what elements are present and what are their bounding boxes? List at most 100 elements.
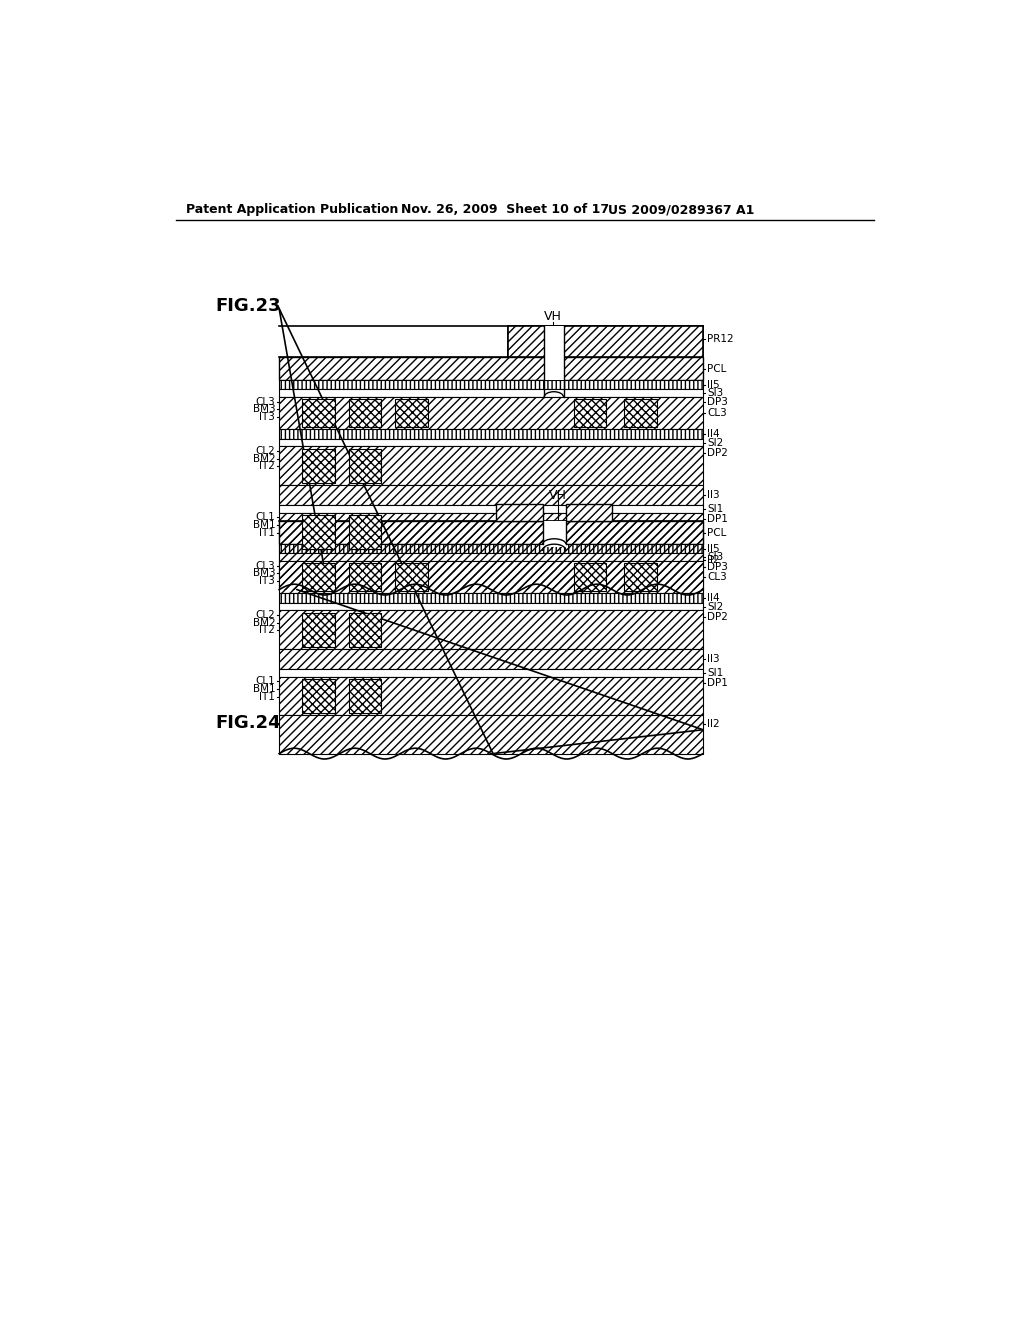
Bar — [349, 515, 381, 549]
Bar — [544, 326, 563, 380]
Text: SI3: SI3 — [707, 388, 723, 399]
Text: II4: II4 — [707, 593, 720, 603]
Text: DP2: DP2 — [707, 611, 728, 622]
Bar — [349, 564, 381, 591]
Text: FIG.24: FIG.24 — [216, 714, 282, 731]
Bar — [349, 400, 381, 428]
Text: SI1: SI1 — [707, 504, 723, 513]
Bar — [280, 438, 703, 446]
Bar — [280, 715, 703, 754]
Text: IT3: IT3 — [259, 412, 275, 422]
Text: IT3: IT3 — [259, 576, 275, 586]
Text: IT2: IT2 — [259, 462, 275, 471]
Bar — [302, 678, 335, 713]
Bar — [395, 400, 428, 428]
Text: PCL: PCL — [707, 528, 726, 537]
Bar — [624, 564, 656, 591]
Bar — [496, 504, 543, 521]
Bar — [302, 400, 335, 428]
Bar — [302, 515, 335, 549]
Bar — [302, 449, 335, 483]
Bar — [280, 610, 703, 649]
Text: BM1: BM1 — [253, 520, 275, 529]
Text: CL2: CL2 — [256, 446, 275, 455]
Bar — [280, 561, 703, 594]
Bar — [349, 400, 381, 428]
Bar — [280, 380, 703, 389]
Bar — [280, 380, 703, 389]
Bar — [280, 484, 703, 506]
Bar — [349, 678, 381, 713]
Bar — [624, 564, 656, 591]
Text: CL3: CL3 — [707, 572, 727, 582]
Text: II5: II5 — [707, 380, 720, 389]
Bar — [349, 678, 381, 713]
Bar — [280, 521, 703, 544]
Bar — [280, 677, 703, 715]
Bar — [280, 594, 703, 603]
Text: US 2009/0289367 A1: US 2009/0289367 A1 — [608, 203, 755, 216]
Text: BM3: BM3 — [253, 404, 275, 414]
Bar — [349, 449, 381, 483]
Bar — [508, 326, 703, 358]
Bar — [302, 564, 335, 591]
Text: IT1: IT1 — [259, 692, 275, 702]
Text: FIG.23: FIG.23 — [216, 297, 282, 315]
Bar — [280, 446, 703, 484]
Text: SI2: SI2 — [707, 602, 723, 611]
Bar — [280, 603, 703, 610]
Bar — [280, 544, 703, 553]
Bar — [280, 389, 703, 397]
Text: II4: II4 — [707, 429, 720, 440]
Bar — [280, 610, 703, 649]
Text: II2: II2 — [707, 719, 720, 730]
Text: CL2: CL2 — [256, 610, 275, 620]
Bar — [302, 678, 335, 713]
Bar — [624, 400, 656, 428]
Text: PCL: PCL — [707, 363, 726, 374]
Text: CL1: CL1 — [256, 512, 275, 523]
Bar — [280, 512, 703, 552]
Bar — [508, 326, 703, 358]
Text: II2: II2 — [707, 556, 720, 565]
Text: BM3: BM3 — [253, 569, 275, 578]
Bar — [280, 669, 703, 677]
Bar — [280, 506, 703, 512]
Bar — [280, 397, 703, 429]
Bar — [395, 564, 428, 591]
Bar — [280, 358, 703, 380]
Bar — [573, 564, 606, 591]
Bar — [302, 612, 335, 647]
Text: BM2: BM2 — [253, 618, 275, 628]
Bar — [280, 552, 703, 590]
Text: DP3: DP3 — [707, 397, 728, 408]
Bar — [508, 326, 703, 358]
Text: II5: II5 — [707, 544, 720, 554]
Text: VH: VH — [544, 310, 561, 323]
Bar — [349, 612, 381, 647]
Bar — [573, 400, 606, 428]
Bar — [573, 400, 606, 428]
Bar — [280, 649, 703, 669]
Bar — [395, 400, 428, 428]
Bar — [280, 429, 703, 438]
Bar — [349, 564, 381, 591]
Bar — [280, 649, 703, 669]
Bar — [302, 449, 335, 483]
Text: II3: II3 — [707, 653, 720, 664]
Bar — [280, 561, 703, 594]
Bar — [280, 715, 703, 754]
Bar — [280, 677, 703, 715]
Text: DP1: DP1 — [707, 677, 728, 688]
Bar — [302, 564, 335, 591]
Text: SI2: SI2 — [707, 437, 723, 447]
Bar — [566, 504, 612, 521]
Text: II3: II3 — [707, 490, 720, 500]
Bar — [349, 612, 381, 647]
Text: CL3: CL3 — [256, 561, 275, 570]
Bar — [280, 484, 703, 506]
Bar — [280, 446, 703, 484]
Bar — [395, 564, 428, 591]
Bar — [280, 429, 703, 438]
Text: SI1: SI1 — [707, 668, 723, 677]
